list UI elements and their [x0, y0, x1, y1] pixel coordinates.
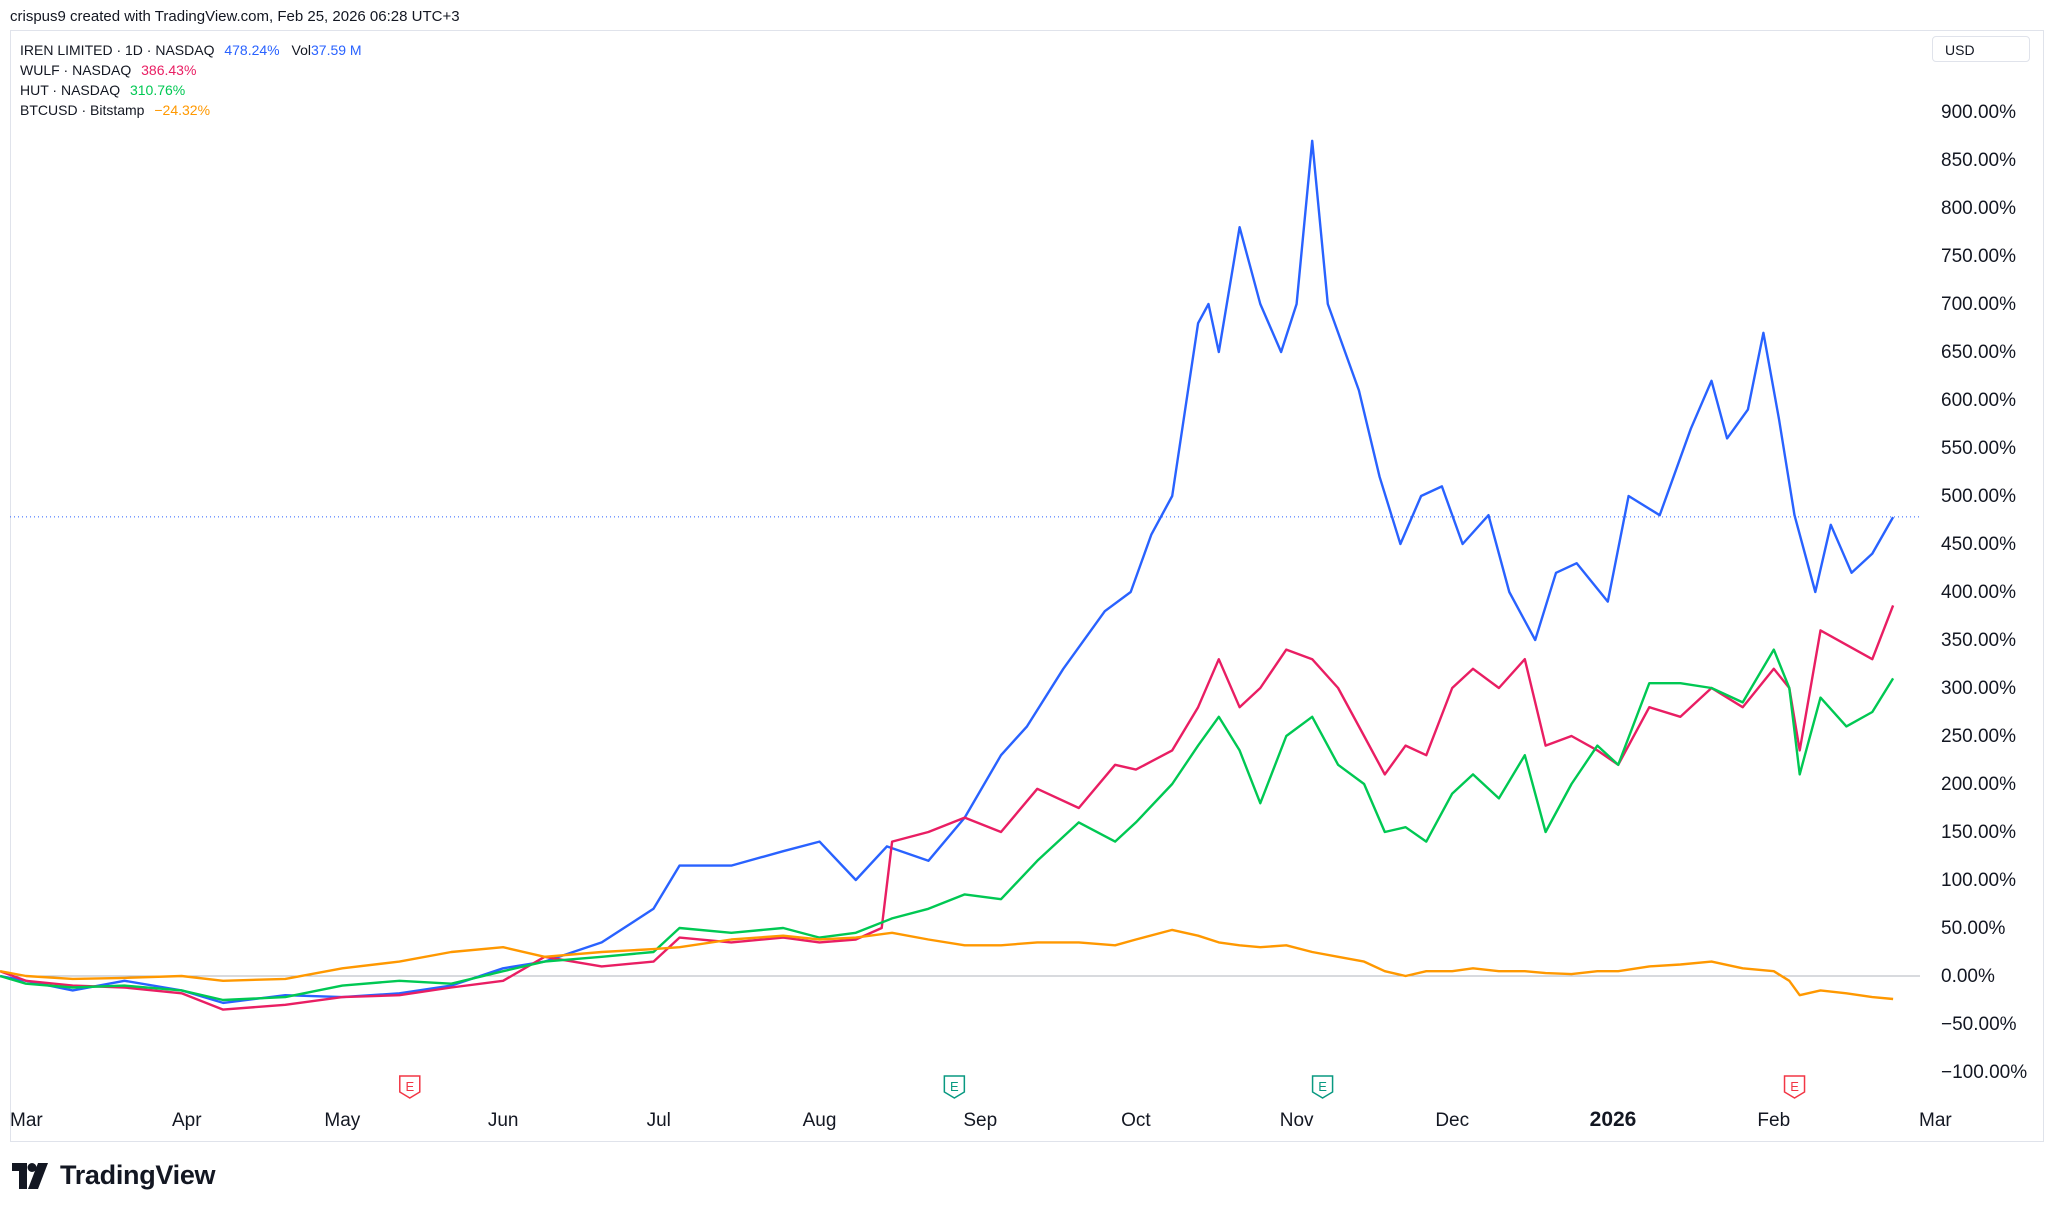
legend-row-iren[interactable]: IREN LIMITED · 1D · NASDAQ 478.24% Vol37… [20, 40, 362, 60]
earnings-marker-label: E [405, 1079, 414, 1094]
earnings-marker [399, 1075, 421, 1099]
series-line-hut [0, 648, 1895, 1002]
y-tick-label: 50.00% [1941, 918, 2006, 939]
volume-label: Vol [291, 42, 311, 58]
legend-name: BTCUSD · Bitstamp [20, 102, 145, 118]
chart-frame [10, 30, 2044, 1142]
volume-value: 37.59 M [311, 42, 362, 58]
x-tick-label: Nov [1280, 1110, 1314, 1131]
y-tick-label: −100.00% [1941, 1062, 2027, 1083]
chart-caption: crispus9 created with TradingView.com, F… [10, 8, 460, 25]
legend-name: WULF · NASDAQ [20, 62, 132, 78]
y-tick-label: 250.00% [1941, 726, 2016, 747]
legend-name: IREN LIMITED · 1D · NASDAQ [20, 42, 215, 58]
x-tick-label: Feb [1757, 1110, 1790, 1131]
earnings-marker-label: E [1790, 1079, 1799, 1094]
y-tick-label: 450.00% [1941, 534, 2016, 555]
x-tick-label: Oct [1121, 1110, 1151, 1131]
y-tick-label: 700.00% [1941, 294, 2016, 315]
y-tick-label: 100.00% [1941, 870, 2016, 891]
x-tick-label: Mar [1919, 1110, 1952, 1131]
earnings-marker [1783, 1075, 1806, 1099]
y-tick-label: 150.00% [1941, 822, 2016, 843]
x-tick-label: Jul [647, 1110, 671, 1131]
y-tick-label: 400.00% [1941, 582, 2016, 603]
legend-row-wulf[interactable]: WULF · NASDAQ 386.43% [20, 60, 362, 80]
x-tick-label: Apr [172, 1110, 202, 1131]
x-tick-label: Jun [488, 1110, 519, 1131]
y-tick-label: 350.00% [1941, 630, 2016, 651]
legend-value: 478.24% [224, 42, 280, 58]
legend-row-btcusd[interactable]: BTCUSD · Bitstamp −24.32% [20, 100, 362, 120]
earnings-marker-label: E [950, 1079, 959, 1094]
x-tick-label: Mar [10, 1110, 43, 1131]
tradingview-logo-icon [12, 1162, 48, 1189]
y-tick-label: −50.00% [1941, 1014, 2017, 1035]
legend-value: −24.32% [154, 102, 211, 118]
x-tick-label: Dec [1435, 1110, 1469, 1131]
y-tick-label: 300.00% [1941, 678, 2016, 699]
legend-value: 310.76% [129, 82, 186, 98]
series-line-wulf [0, 604, 1895, 1011]
legend-name: HUT · NASDAQ [20, 82, 121, 98]
y-tick-label: 0.00% [1941, 966, 1995, 987]
y-tick-label: 900.00% [1941, 102, 2016, 123]
legend-value: 386.43% [141, 62, 197, 78]
earnings-marker [1311, 1075, 1334, 1099]
legend-row-hut[interactable]: HUT · NASDAQ 310.76% [20, 80, 362, 100]
earnings-marker [943, 1075, 966, 1099]
y-tick-label: 550.00% [1941, 438, 2016, 459]
x-tick-label: 2026 [1590, 1108, 1637, 1131]
series-line-btcusd [0, 928, 1894, 1001]
earnings-marker-label: E [1318, 1079, 1327, 1094]
y-tick-label: 800.00% [1941, 198, 2016, 219]
y-tick-label: 600.00% [1941, 390, 2016, 411]
y-tick-label: 850.00% [1941, 150, 2016, 171]
x-tick-label: May [324, 1110, 360, 1131]
y-tick-label: 650.00% [1941, 342, 2016, 363]
y-tick-label: 750.00% [1941, 246, 2016, 267]
legend: IREN LIMITED · 1D · NASDAQ 478.24% Vol37… [20, 40, 362, 120]
y-tick-label: 500.00% [1941, 486, 2016, 507]
currency-selector[interactable]: USD [1932, 36, 2030, 62]
y-tick-label: 200.00% [1941, 774, 2016, 795]
x-tick-label: Sep [963, 1110, 997, 1131]
tradingview-logo: TradingView [12, 1160, 216, 1191]
brand-name: TradingView [60, 1160, 216, 1190]
x-tick-label: Aug [803, 1110, 837, 1131]
series-line-iren-limited [0, 139, 1895, 1005]
